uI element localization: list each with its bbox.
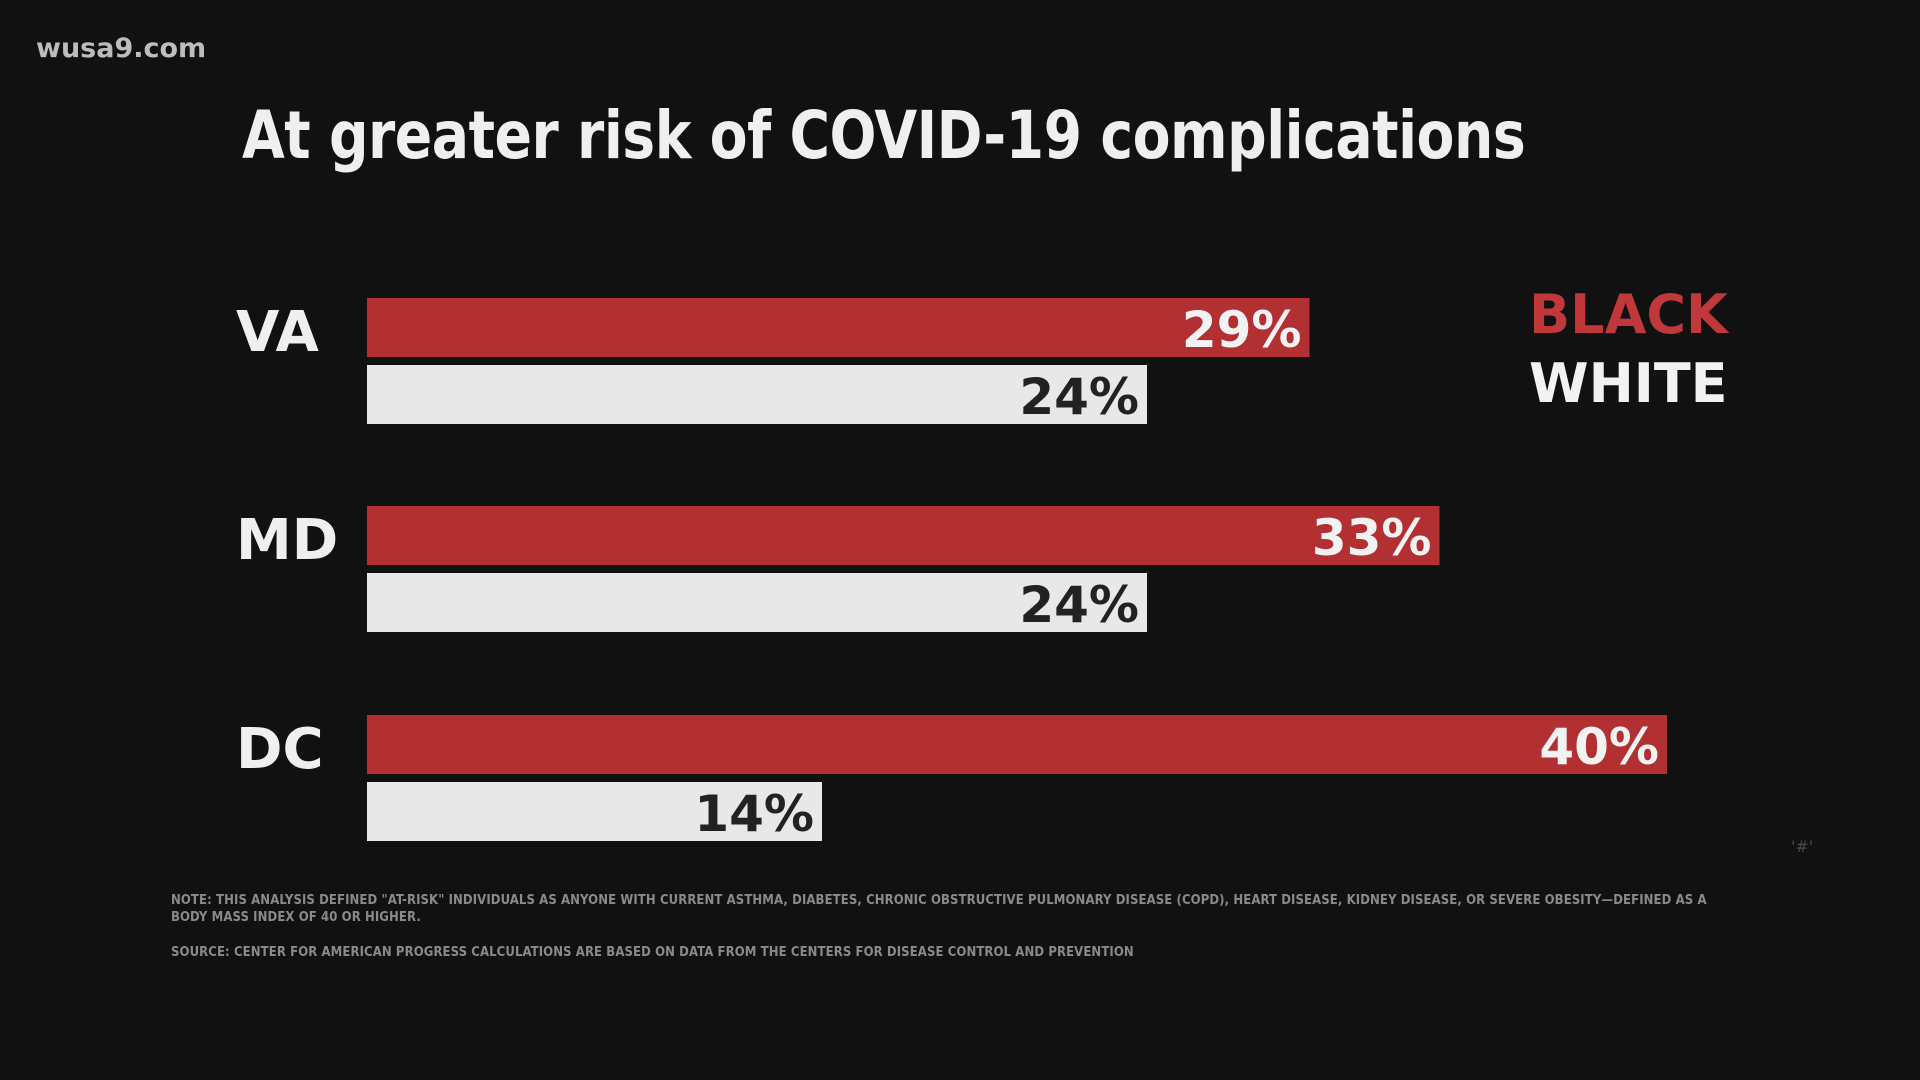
data-label: 33% [1312,509,1432,567]
bar-white-md [367,573,1147,632]
bar-black-md [367,506,1440,565]
data-label: 24% [1019,576,1139,634]
bar-group-md: MD 33% 24% [236,506,1440,634]
data-label: 14% [694,785,814,843]
legend-item-black: BLACK [1529,283,1730,346]
category-label: VA [236,300,320,365]
data-label: 29% [1182,301,1302,359]
legend-item-white: WHITE [1529,352,1728,415]
bar-group-va: VA 29% 24% [236,298,1310,426]
corner-mark: '#' [1791,837,1814,856]
chart-title: At greater risk of COVID-19 complication… [242,97,1526,174]
bars-layer: VA 29% 24% MD 33% 24% DC 40% 14% [236,298,1667,843]
footnote-note: NOTE: THIS ANALYSIS DEFINED "AT-RISK" IN… [171,893,1707,925]
data-label: 40% [1539,718,1659,776]
data-label: 24% [1019,368,1139,426]
footnote-source: SOURCE: CENTER FOR AMERICAN PROGRESS CAL… [171,945,1134,960]
category-label: DC [236,717,324,782]
category-label: MD [236,508,338,573]
watermark-logo: wusa9.com [36,33,207,64]
bar-black-va [367,298,1310,357]
bar-white-dc [367,782,822,841]
bar-white-va [367,365,1147,424]
bar-black-dc [367,715,1667,774]
bar-group-dc: DC 40% 14% [236,715,1667,843]
